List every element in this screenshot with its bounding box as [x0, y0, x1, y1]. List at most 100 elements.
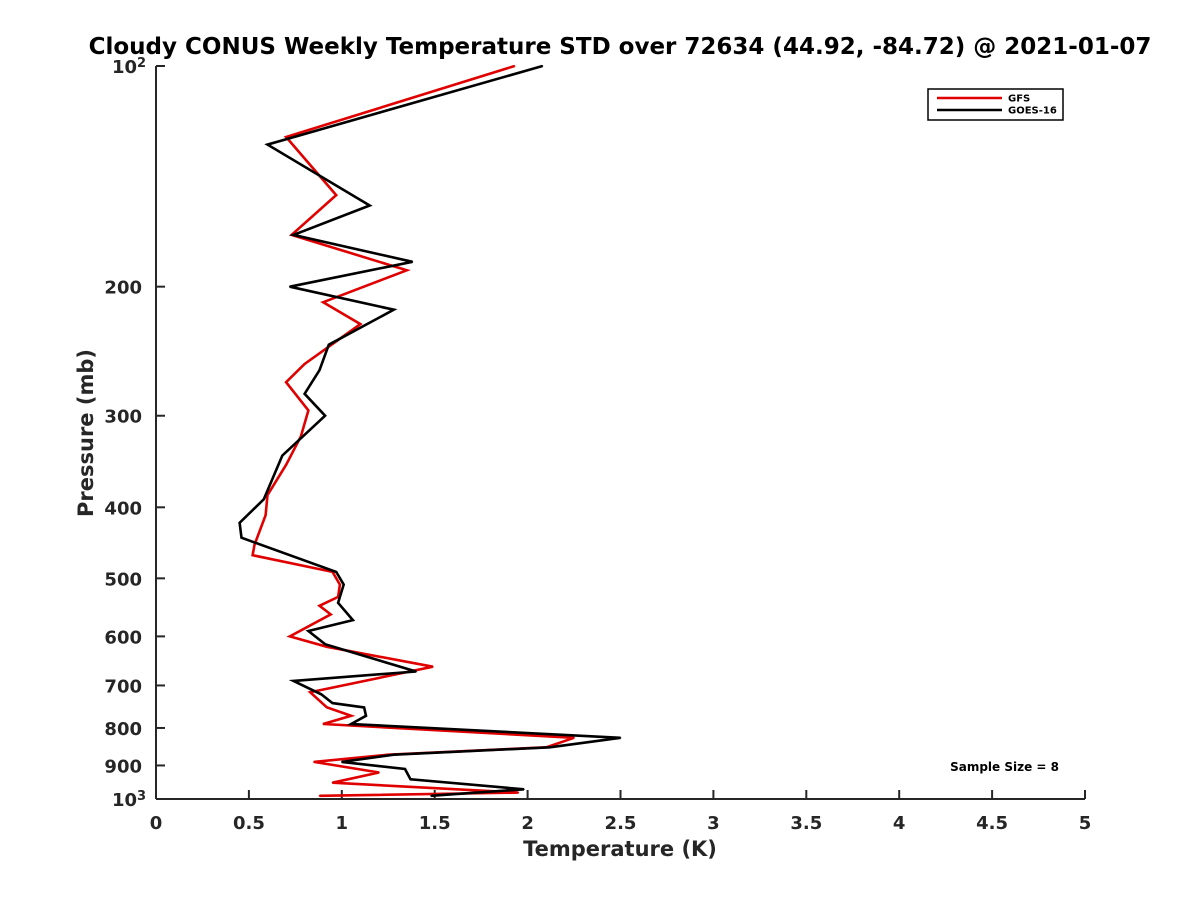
- data-point: [409, 778, 412, 781]
- data-point: [292, 234, 295, 236]
- series-layer: [238, 64, 622, 798]
- data-point: [326, 706, 328, 709]
- data-point: [331, 781, 334, 784]
- data-point: [318, 604, 321, 607]
- y-tick-label: 700: [104, 676, 142, 697]
- data-point: [342, 583, 345, 586]
- data-point: [350, 714, 352, 717]
- series-line-gfs: [251, 64, 575, 798]
- data-point: [432, 665, 434, 668]
- data-point: [329, 613, 332, 616]
- data-point: [326, 646, 328, 648]
- x-tick-label: 2: [521, 813, 534, 834]
- data-point: [430, 795, 432, 797]
- legend: GFS GOES-16: [927, 88, 1064, 121]
- x-tick-label: 3.5: [790, 813, 822, 834]
- data-point: [341, 761, 343, 763]
- data-point: [415, 670, 417, 673]
- legend-box: [927, 88, 1064, 121]
- x-tick-label: 4.5: [976, 813, 1008, 834]
- x-axis-label: Temperature (K): [523, 837, 717, 861]
- data-point: [335, 571, 338, 573]
- data-point: [573, 736, 575, 739]
- y-tick-exponent: 2: [137, 56, 146, 71]
- legend-label-goes16: GOES-16: [1008, 106, 1057, 117]
- data-point: [378, 771, 380, 774]
- data-point: [238, 522, 241, 524]
- data-point: [285, 136, 287, 138]
- y-tick-label: 10: [112, 790, 137, 811]
- data-point: [549, 746, 551, 749]
- data-point: [285, 464, 287, 466]
- data-point: [324, 643, 326, 646]
- data-point: [619, 736, 622, 739]
- y-tick-label: 800: [104, 719, 142, 740]
- y-tick-label: 300: [104, 407, 142, 428]
- data-point: [288, 635, 291, 638]
- data-point: [292, 680, 295, 682]
- data-point: [404, 768, 406, 770]
- y-tick-label: 10: [112, 57, 137, 78]
- data-point: [359, 323, 362, 325]
- x-tick-label: 2.5: [605, 813, 637, 834]
- y-tick-label: 500: [104, 569, 142, 590]
- data-point: [352, 619, 354, 621]
- data-point: [327, 343, 330, 346]
- y-tick-exponent: 3: [137, 789, 146, 804]
- data-point: [324, 414, 326, 417]
- data-point: [335, 194, 338, 196]
- data-point: [331, 702, 334, 704]
- x-axis-ticks: 0 0.5 1 1.5 2 2.5 3 3.5 4 4.5 5: [150, 790, 1092, 834]
- data-point: [411, 261, 414, 263]
- data-point: [393, 308, 395, 311]
- data-point: [393, 753, 395, 756]
- data-point: [320, 693, 323, 696]
- data-point: [517, 791, 520, 794]
- data-point: [313, 761, 315, 763]
- data-point: [307, 409, 310, 412]
- data-point: [406, 269, 408, 272]
- data-point: [307, 630, 310, 632]
- data-point: [337, 602, 339, 604]
- x-tick-label: 0: [150, 813, 163, 834]
- x-tick-label: 5: [1079, 813, 1092, 834]
- data-point: [251, 554, 254, 557]
- data-point: [303, 392, 306, 395]
- data-point: [318, 369, 321, 371]
- data-point: [288, 285, 291, 288]
- y-tick-label: 400: [104, 498, 142, 519]
- data-point: [523, 788, 525, 791]
- y-axis-label: Pressure (mb): [74, 349, 98, 517]
- data-point: [363, 706, 365, 709]
- data-point: [339, 583, 341, 586]
- data-point: [322, 723, 325, 725]
- data-point: [262, 498, 265, 501]
- data-point: [303, 363, 306, 365]
- data-point: [365, 714, 367, 717]
- data-point: [285, 381, 287, 383]
- x-tick-label: 3: [707, 813, 720, 834]
- y-tick-label: 900: [104, 756, 142, 777]
- data-point: [513, 65, 516, 67]
- data-point: [281, 454, 284, 457]
- data-point: [318, 795, 321, 797]
- series-line-goes16: [238, 64, 621, 798]
- chart-title: Cloudy CONUS Weekly Temperature STD over…: [89, 34, 1152, 60]
- data-point: [264, 514, 267, 516]
- y-tick-label: 200: [104, 278, 142, 299]
- x-tick-label: 1: [336, 813, 349, 834]
- data-point: [322, 301, 325, 303]
- data-point: [240, 536, 243, 539]
- x-tick-label: 1.5: [419, 813, 451, 834]
- data-point: [266, 143, 269, 146]
- y-tick-label: 600: [104, 627, 142, 648]
- sample-size-annotation: Sample Size = 8: [950, 760, 1059, 774]
- data-point: [309, 691, 312, 694]
- legend-label-gfs: GFS: [1008, 94, 1030, 105]
- data-point: [541, 65, 544, 67]
- x-tick-label: 4: [893, 813, 906, 834]
- data-point: [368, 204, 371, 207]
- data-point: [253, 544, 256, 546]
